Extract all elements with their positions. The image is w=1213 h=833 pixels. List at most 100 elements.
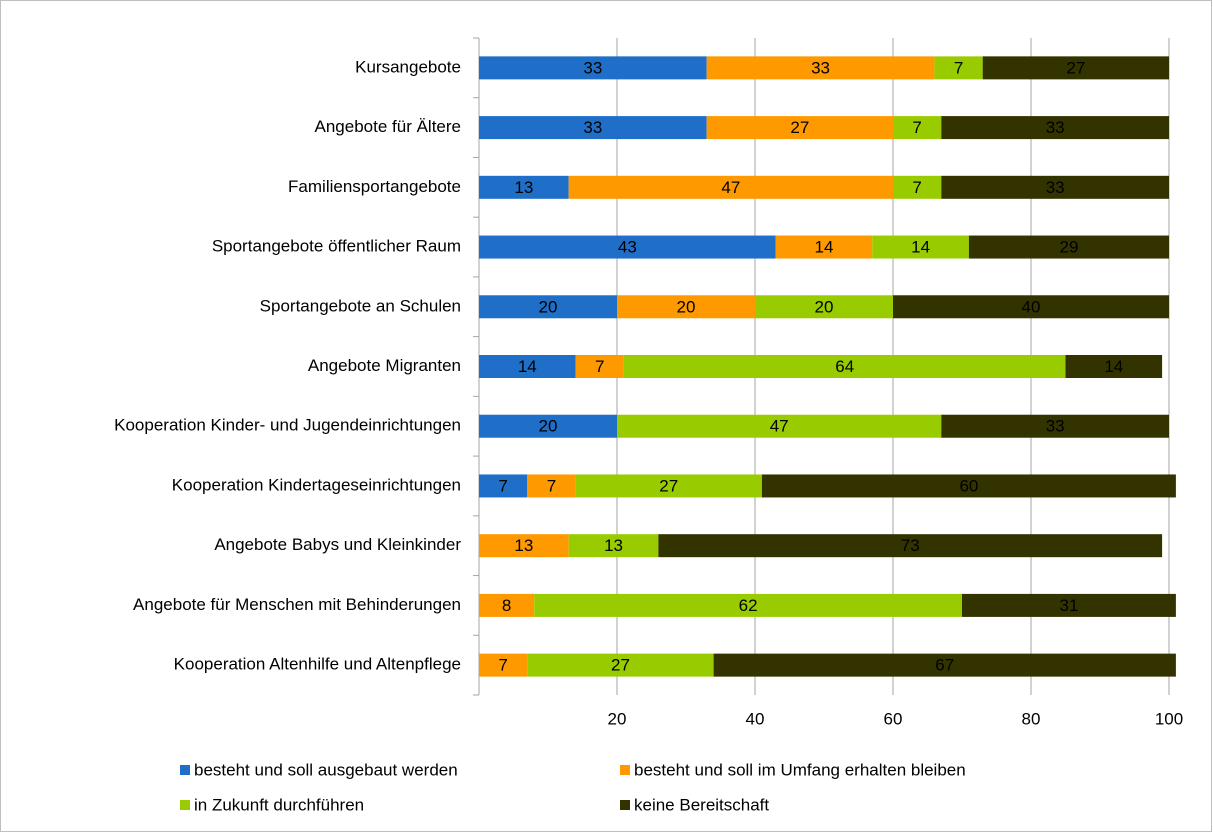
bar-segment — [479, 56, 707, 80]
data-label: 73 — [901, 536, 920, 555]
legend-label: keine Bereitschaft — [634, 795, 769, 814]
data-label: 7 — [912, 118, 921, 137]
data-label: 13 — [604, 536, 623, 555]
bar-segment — [761, 474, 1176, 498]
data-label: 27 — [611, 656, 630, 675]
data-label: 7 — [912, 178, 921, 197]
data-label: 33 — [583, 118, 602, 137]
data-label: 13 — [514, 536, 533, 555]
bar-segment — [623, 355, 1066, 378]
bar-segment — [479, 534, 569, 558]
legend-label: in Zukunft durchführen — [194, 795, 364, 814]
bar-segment — [479, 355, 576, 378]
data-label: 7 — [498, 476, 507, 495]
data-label: 62 — [739, 596, 758, 615]
data-label: 20 — [539, 417, 558, 436]
legend-label: besteht und soll im Umfang erhalten blei… — [634, 760, 966, 779]
data-label: 14 — [1104, 357, 1123, 376]
bar-segment — [713, 653, 1176, 677]
y-tick-label: Sportangebote öffentlicher Raum — [212, 237, 461, 256]
data-label: 8 — [502, 596, 511, 615]
bar-segment — [941, 175, 1169, 199]
x-tick-label: 80 — [1022, 709, 1041, 728]
bar-segment — [962, 593, 1176, 617]
data-label: 33 — [583, 58, 602, 77]
data-label: 33 — [1046, 118, 1065, 137]
bar-segment — [479, 593, 535, 617]
bar-segment — [527, 474, 576, 498]
data-label: 33 — [1046, 417, 1065, 436]
data-label: 7 — [547, 476, 556, 495]
data-label: 33 — [811, 58, 830, 77]
data-label: 43 — [618, 238, 637, 257]
bar-segment — [617, 295, 755, 319]
bar-segment — [893, 175, 942, 199]
bar-segment — [706, 56, 935, 80]
bar-segment — [872, 235, 969, 259]
y-tick-label: Angebote für Ältere — [315, 117, 461, 136]
bar-segment — [941, 414, 1169, 438]
x-tick-label: 20 — [608, 709, 627, 728]
y-tick-label: Angebote Migranten — [308, 356, 461, 375]
data-label: 33 — [1046, 178, 1065, 197]
data-label: 7 — [498, 656, 507, 675]
bar-segment — [893, 116, 942, 140]
bar-segment — [479, 295, 617, 319]
legend-swatch — [620, 765, 630, 775]
data-label: 40 — [1022, 297, 1041, 316]
data-label: 31 — [1059, 596, 1078, 615]
data-label: 27 — [659, 476, 678, 495]
data-label: 27 — [1066, 58, 1085, 77]
x-tick-label: 60 — [884, 709, 903, 728]
x-tick-label: 40 — [746, 709, 765, 728]
bar-segment — [934, 56, 983, 80]
data-label: 29 — [1059, 238, 1078, 257]
bar-segment — [479, 653, 528, 677]
bar-segment — [479, 235, 776, 259]
legend-label: besteht und soll ausgebaut werden — [194, 760, 458, 779]
data-label: 60 — [959, 476, 978, 495]
bar-segment — [706, 116, 893, 140]
bar-segment — [479, 175, 569, 199]
x-tick-label: 100 — [1155, 709, 1183, 728]
bar-segment — [755, 295, 893, 319]
data-label: 20 — [539, 297, 558, 316]
bar-segment — [617, 414, 942, 438]
bar-segment — [479, 414, 617, 438]
bar-segment — [575, 474, 762, 498]
y-tick-label: Kooperation Altenhilfe und Altenpflege — [174, 655, 461, 674]
bar-segment — [479, 474, 528, 498]
y-tick-label: Angebote Babys und Kleinkinder — [214, 535, 461, 554]
legend-swatch — [620, 800, 630, 810]
bar-segment — [1065, 355, 1163, 378]
y-tick-label: Kooperation Kinder- und Jugendeinrichtun… — [114, 416, 461, 435]
bar-segment — [775, 235, 873, 259]
bar-segment — [982, 56, 1169, 80]
bar-segment — [568, 534, 659, 558]
bar-segment — [568, 175, 893, 199]
bar-segment — [893, 295, 1169, 319]
y-tick-label: Kursangebote — [355, 57, 461, 76]
data-label: 47 — [721, 178, 740, 197]
data-label: 64 — [835, 357, 854, 376]
data-label: 14 — [911, 238, 930, 257]
legend-swatch — [180, 800, 190, 810]
bar-segment — [534, 593, 962, 617]
y-tick-label: Familiensportangebote — [288, 177, 461, 196]
data-label: 14 — [518, 357, 537, 376]
y-tick-label: Sportangebote an Schulen — [260, 296, 461, 315]
data-label: 27 — [790, 118, 809, 137]
data-label: 20 — [815, 297, 834, 316]
y-tick-label: Kooperation Kindertageseinrichtungen — [172, 475, 461, 494]
bar-segment — [658, 534, 1163, 558]
bar-segment — [527, 653, 714, 677]
data-label: 13 — [514, 178, 533, 197]
bar-segment — [941, 116, 1169, 140]
bar-segment — [575, 355, 624, 378]
data-label: 47 — [770, 417, 789, 436]
data-label: 14 — [815, 238, 834, 257]
y-tick-label: Angebote für Menschen mit Behinderungen — [133, 595, 461, 614]
data-label: 7 — [954, 58, 963, 77]
bar-segment — [479, 116, 707, 140]
